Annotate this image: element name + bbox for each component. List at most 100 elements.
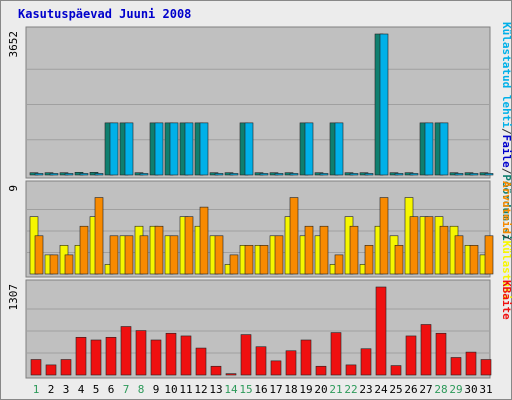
bar-top-s2-day-9	[154, 122, 164, 176]
bar-middle-s2-day-14	[229, 254, 239, 275]
legend-item: Külastatud lehti	[500, 22, 512, 128]
x-tick-day-27: 27	[419, 383, 432, 396]
bar-bottom-s1-day-10	[165, 332, 177, 376]
bar-middle-s2-day-21	[334, 254, 344, 275]
legend-item: /	[500, 168, 512, 175]
x-tick-day-9: 9	[153, 383, 160, 396]
bar-top-s2-day-27	[424, 122, 434, 176]
legends: Külastatud lehti/Faile/PöördumisiArvutei…	[500, 22, 512, 320]
legend-item: Arvuteid	[500, 181, 512, 234]
bar-middle-s2-day-3	[64, 254, 74, 275]
bar-middle-s2-day-13	[214, 235, 224, 275]
bar-bottom-s1-day-14	[225, 373, 237, 376]
legend-item: /	[500, 234, 512, 241]
bar-top-s2-day-3	[64, 173, 74, 176]
bar-top-s2-day-8	[139, 173, 149, 176]
bar-top-s2-day-23	[364, 173, 374, 176]
bar-bottom-s1-day-31	[480, 359, 492, 376]
bar-top-s2-day-17	[274, 173, 284, 176]
bar-bottom-s1-day-30	[465, 351, 477, 376]
x-tick-day-12: 12	[194, 383, 207, 396]
bar-middle-s2-day-15	[244, 245, 254, 275]
bar-bottom-s1-day-8	[135, 330, 147, 376]
bar-bottom-s1-day-3	[60, 359, 72, 376]
bar-middle-s2-day-1	[34, 235, 44, 275]
bar-top-s2-day-30	[469, 173, 479, 176]
bar-bottom-s1-day-15	[240, 334, 252, 376]
bar-middle-s2-day-16	[259, 245, 269, 275]
x-tick-day-7: 7	[123, 383, 130, 396]
bar-top-s2-day-25	[394, 173, 404, 176]
bar-bottom-s1-day-24	[375, 286, 387, 376]
bar-top-s2-day-11	[184, 122, 194, 176]
legend-item: /	[500, 128, 512, 135]
bar-bottom-s1-day-18	[285, 350, 297, 376]
x-tick-day-22: 22	[344, 383, 357, 396]
x-tick-day-17: 17	[269, 383, 282, 396]
bar-bottom-s1-day-20	[315, 365, 327, 376]
bar-bottom-s1-day-16	[255, 346, 267, 376]
bar-top-s2-day-18	[289, 173, 299, 176]
y-axis-max-label: 3652	[7, 31, 20, 58]
x-tick-day-16: 16	[254, 383, 267, 396]
bar-top-s2-day-6	[109, 122, 119, 176]
legend-item: Pöördumisi	[500, 174, 512, 241]
x-tick-day-15: 15	[239, 383, 252, 396]
panel-middle: 9	[7, 180, 494, 278]
x-axis-day-labels: 1 2 3 4 5 6 7 8 9 10 11 12 13 14 15 16 17 18 19 20 21 22 23 24 2…	[33, 383, 493, 396]
x-tick-day-28: 28	[434, 383, 447, 396]
x-tick-day-14: 14	[224, 383, 238, 396]
bar-middle-s2-day-6	[109, 235, 119, 275]
bar-bottom-s1-day-9	[150, 339, 162, 376]
bar-middle-s2-day-30	[469, 245, 479, 275]
bar-middle-s2-day-28	[439, 225, 449, 275]
panel-top-background	[25, 26, 491, 179]
bar-top-s2-day-1	[34, 173, 44, 176]
bar-middle-s2-day-27	[424, 216, 434, 275]
x-tick-day-3: 3	[63, 383, 70, 396]
bar-bottom-s1-day-23	[360, 348, 372, 376]
legend-bottom: KBaite	[500, 280, 512, 320]
bar-top-s2-day-7	[124, 122, 134, 176]
bar-middle-s2-day-20	[319, 225, 329, 275]
bar-bottom-s1-day-22	[345, 364, 357, 376]
x-tick-day-6: 6	[108, 383, 115, 396]
bar-bottom-s1-day-11	[180, 335, 192, 376]
x-tick-day-26: 26	[404, 383, 417, 396]
bar-bottom-s1-day-1	[30, 359, 42, 376]
x-tick-day-4: 4	[78, 383, 85, 396]
bar-top-s2-day-4	[79, 173, 89, 176]
bar-middle-s2-day-17	[274, 235, 284, 275]
legend-item: Külastusi	[500, 241, 512, 301]
bar-bottom-s1-day-28	[435, 332, 447, 376]
bar-bottom-s1-day-5	[90, 339, 102, 376]
bar-bottom-s1-day-29	[450, 357, 462, 376]
bar-top-s2-day-20	[319, 173, 329, 176]
bar-top-s2-day-14	[229, 173, 239, 176]
bar-middle-s2-day-12	[199, 206, 209, 275]
x-tick-day-19: 19	[299, 383, 312, 396]
bar-top-s2-day-29	[454, 173, 464, 176]
x-tick-day-31: 31	[479, 383, 492, 396]
bar-top-s2-day-12	[199, 122, 209, 176]
bar-middle-s2-day-25	[394, 245, 404, 275]
bar-bottom-s1-day-2	[45, 364, 57, 376]
x-tick-day-11: 11	[179, 383, 192, 396]
x-tick-day-20: 20	[314, 383, 327, 396]
bar-top-s2-day-5	[94, 173, 104, 176]
x-tick-day-21: 21	[329, 383, 342, 396]
bar-middle-s2-day-11	[184, 216, 194, 275]
legend-item: KBaite	[500, 280, 512, 320]
bar-bottom-s1-day-26	[405, 335, 417, 376]
bar-middle-s2-day-24	[379, 197, 389, 275]
x-tick-day-29: 29	[449, 383, 462, 396]
bar-middle-s2-day-19	[304, 225, 314, 275]
bar-top-s2-day-2	[49, 173, 59, 176]
x-tick-day-18: 18	[284, 383, 297, 396]
bar-top-s2-day-28	[439, 122, 449, 176]
panel-top: 3652	[7, 26, 494, 179]
x-tick-day-1: 1	[33, 383, 40, 396]
bar-middle-s2-day-26	[409, 216, 419, 275]
bar-middle-s2-day-10	[169, 235, 179, 275]
bar-middle-s2-day-31	[484, 235, 494, 275]
